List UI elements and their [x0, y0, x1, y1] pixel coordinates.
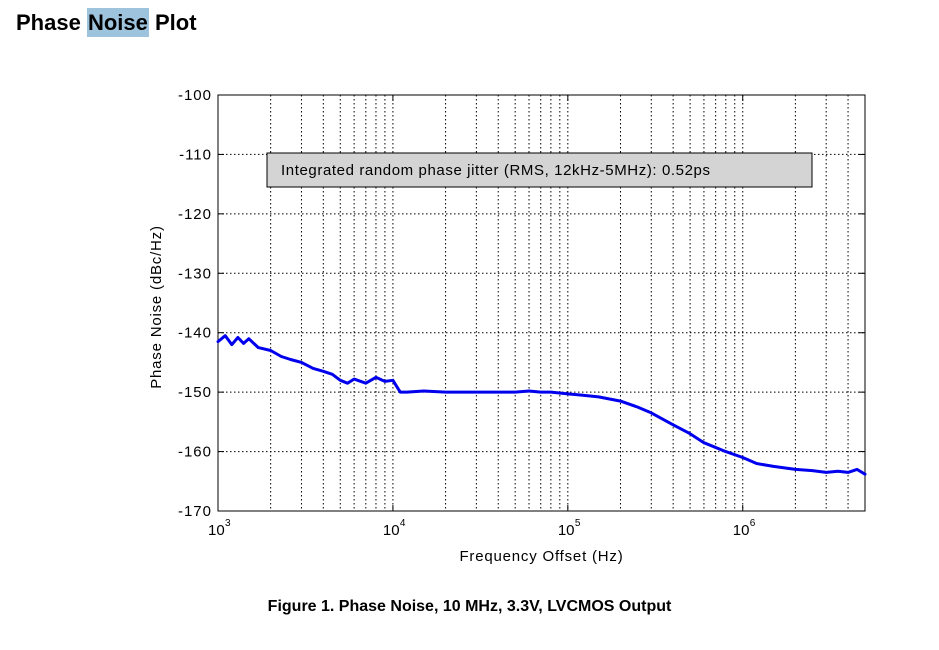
- y-tick-label: -100: [178, 87, 212, 104]
- x-tick-label-base: 10: [208, 522, 225, 539]
- series-line-0: [216, 334, 867, 476]
- x-tick-label-base: 10: [558, 522, 575, 539]
- y-tick-label: -130: [178, 265, 212, 282]
- x-tick-label-base: 10: [733, 522, 750, 539]
- x-tick-label-exponent: 4: [400, 518, 406, 529]
- x-axis-label: Frequency Offset (Hz): [459, 548, 623, 565]
- x-tick-label-exponent: 3: [225, 518, 231, 529]
- annotation-box: [266, 152, 813, 188]
- y-tick-label: -120: [178, 206, 212, 223]
- annotation-text: Integrated random phase jitter (RMS, 12k…: [281, 162, 711, 179]
- heading-word-phase: Phase: [16, 10, 81, 35]
- y-tick-label: -170: [178, 503, 212, 520]
- y-tick-label: -160: [178, 444, 212, 461]
- page-heading: Phase Noise Plot: [16, 8, 197, 37]
- x-tick-label-base: 10: [383, 522, 400, 539]
- y-tick-label: -150: [178, 384, 212, 401]
- x-tick-label-exponent: 6: [750, 518, 756, 529]
- y-axis-label: Phase Noise (dBc/Hz): [148, 225, 165, 389]
- figure-caption: Figure 1. Phase Noise, 10 MHz, 3.3V, LVC…: [267, 598, 672, 615]
- plot-frame: [217, 94, 866, 512]
- y-tick-label: -110: [179, 146, 212, 163]
- heading-word-noise-highlighted: Noise: [86, 8, 149, 37]
- x-tick-label-exponent: 5: [575, 518, 581, 529]
- heading-word-plot: Plot: [155, 10, 197, 35]
- y-tick-label: -140: [178, 325, 212, 342]
